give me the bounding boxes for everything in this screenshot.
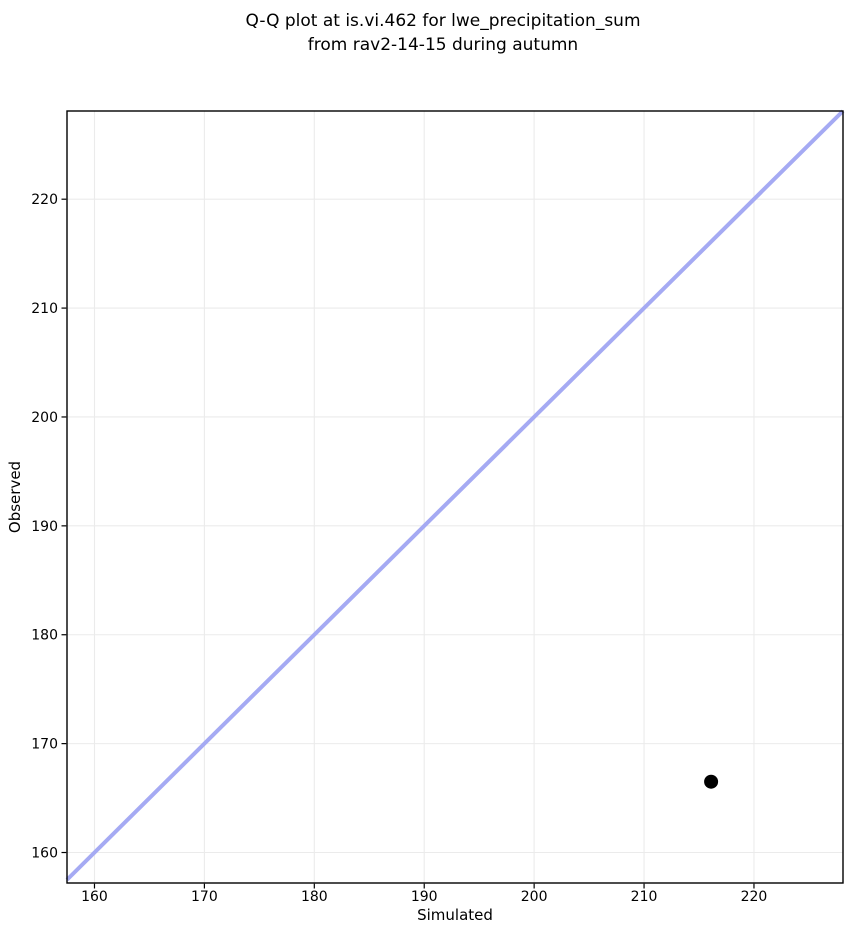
y-tick-label: 210 — [31, 301, 58, 317]
data-point — [704, 774, 719, 789]
x-tick-label: 210 — [631, 889, 658, 905]
identity-reference-line — [65, 109, 845, 882]
x-tick-label: 180 — [301, 889, 328, 905]
y-tick-label: 220 — [31, 192, 58, 208]
x-axis-label: Simulated — [417, 906, 493, 924]
y-axis-label: Observed — [6, 460, 24, 534]
x-tick-label: 160 — [81, 889, 108, 905]
x-tick-label: 200 — [521, 889, 548, 905]
x-tick-label: 190 — [411, 889, 438, 905]
y-tick-label: 160 — [31, 846, 58, 862]
chart-title: Q-Q plot at is.vi.462 for lwe_precipitat… — [245, 11, 641, 55]
axes-spines — [66, 110, 844, 884]
y-tick-label: 200 — [31, 410, 58, 426]
y-tick-label: 190 — [31, 519, 58, 535]
y-tick-label: 170 — [31, 737, 58, 753]
y-tick-label: 180 — [31, 628, 58, 644]
x-tick-label: 220 — [741, 889, 768, 905]
x-tick-label: 170 — [191, 889, 218, 905]
